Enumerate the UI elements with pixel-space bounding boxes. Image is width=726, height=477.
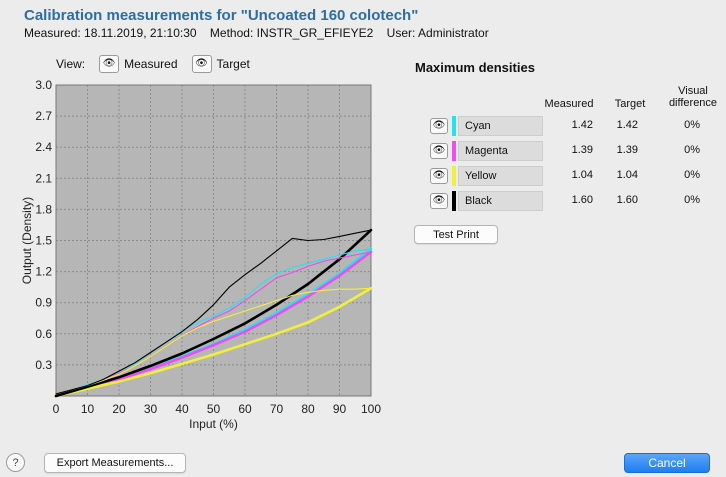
col-visual-header-line1: Visual xyxy=(678,85,708,97)
col-measured-header: Measured xyxy=(544,98,594,110)
y-tick-label: 3.0 xyxy=(35,78,52,92)
x-tick-label: 60 xyxy=(238,402,252,416)
max-densities-title: Maximum densities xyxy=(415,60,535,75)
channel-name: Black xyxy=(458,191,543,211)
calibration-chart: 0 10 20 30 40 50 60 70 80 90 100 0.3 0.6 0.9 1.2 1.5 1.8… xyxy=(20,78,381,431)
x-tick-label: 100 xyxy=(361,402,381,416)
user: User: Administrator xyxy=(386,26,489,40)
x-tick-label: 50 xyxy=(207,402,221,416)
density-row-magenta: 👁 Magenta xyxy=(430,140,543,162)
target-value: 1.60 xyxy=(616,194,638,206)
measurement-info: Measured: 18.11.2019, 21:10:30 Method: I… xyxy=(24,26,499,40)
eye-icon[interactable]: 👁 xyxy=(191,55,212,73)
series-line-black-measured xyxy=(55,229,372,395)
y-tick-label: 1.8 xyxy=(35,202,52,216)
measured-value: 1.42 xyxy=(571,119,593,131)
channel-name: Yellow xyxy=(458,166,543,186)
window-title: Calibration measurements for "Uncoated 1… xyxy=(24,7,419,24)
series-line-black-target xyxy=(54,228,373,398)
channel-name: Magenta xyxy=(458,141,543,161)
series-line-magenta-measured xyxy=(55,251,372,395)
density-row-yellow: 👁 Yellow xyxy=(430,165,543,187)
series-line-yellow-target xyxy=(54,286,373,398)
y-tick-label: 0.9 xyxy=(35,296,52,310)
eye-icon[interactable]: 👁 xyxy=(430,143,448,159)
visual-difference-value: 0% xyxy=(684,119,700,131)
view-label: View: xyxy=(56,57,86,71)
question-mark-icon[interactable]: ? xyxy=(6,453,25,472)
x-tick-label: 0 xyxy=(53,402,60,416)
color-swatch xyxy=(452,166,456,186)
x-tick-label: 70 xyxy=(270,402,284,416)
measured-value: 1.04 xyxy=(571,169,593,181)
col-visual-header-line2: difference xyxy=(668,97,718,109)
y-tick-label: 1.5 xyxy=(35,234,52,248)
view-target-label: Target xyxy=(216,57,250,71)
x-tick-label: 30 xyxy=(144,402,158,416)
eye-icon[interactable]: 👁 xyxy=(99,55,120,73)
visual-difference-value: 0% xyxy=(684,169,700,181)
view-measured-label: Measured xyxy=(124,57,178,71)
color-swatch xyxy=(452,141,456,161)
target-value: 1.42 xyxy=(616,119,638,131)
density-row-black: 👁 Black xyxy=(430,190,543,212)
x-tick-label: 10 xyxy=(81,402,95,416)
density-row-cyan: 👁 Cyan xyxy=(430,115,543,137)
measured-value: 1.60 xyxy=(571,194,593,206)
y-tick-label: 2.4 xyxy=(35,140,52,154)
plot-border xyxy=(55,84,372,397)
cancel-button[interactable]: Cancel xyxy=(624,453,710,473)
eye-icon[interactable]: 👁 xyxy=(430,168,448,184)
target-value: 1.04 xyxy=(616,169,638,181)
measured-value: 1.39 xyxy=(571,144,593,156)
eye-icon[interactable]: 👁 xyxy=(430,193,448,209)
color-swatch xyxy=(452,116,456,136)
y-tick-label: 0.3 xyxy=(35,358,52,372)
x-axis-label: Input (%) xyxy=(189,417,238,431)
measured-date: Measured: 18.11.2019, 21:10:30 xyxy=(24,26,197,40)
x-tick-label: 90 xyxy=(333,402,347,416)
series-line-magenta-target xyxy=(54,250,373,398)
view-toggles: View: 👁 Measured 👁 Target xyxy=(56,55,250,73)
eye-icon[interactable]: 👁 xyxy=(430,118,448,134)
y-axis-label: Output (Density) xyxy=(20,197,34,284)
method: Method: INSTR_GR_EFIEYE2 xyxy=(209,26,374,40)
y-tick-label: 1.2 xyxy=(35,265,52,279)
col-target-header: Target xyxy=(614,98,646,110)
target-value: 1.39 xyxy=(616,144,638,156)
x-tick-label: 20 xyxy=(112,402,126,416)
y-tick-label: 2.7 xyxy=(35,109,52,123)
x-tick-label: 80 xyxy=(301,402,315,416)
y-tick-label: 0.6 xyxy=(35,327,52,341)
col-visual-header: Visual difference xyxy=(664,85,722,109)
visual-difference-value: 0% xyxy=(684,144,700,156)
x-tick-label: 40 xyxy=(175,402,189,416)
test-print-button[interactable]: Test Print xyxy=(414,225,498,244)
visual-difference-value: 0% xyxy=(684,194,700,206)
export-measurements-button[interactable]: Export Measurements... xyxy=(44,453,186,473)
series-line-yellow-measured xyxy=(55,287,372,395)
y-tick-label: 2.1 xyxy=(35,171,52,185)
color-swatch xyxy=(452,191,456,211)
channel-name: Cyan xyxy=(458,116,543,136)
